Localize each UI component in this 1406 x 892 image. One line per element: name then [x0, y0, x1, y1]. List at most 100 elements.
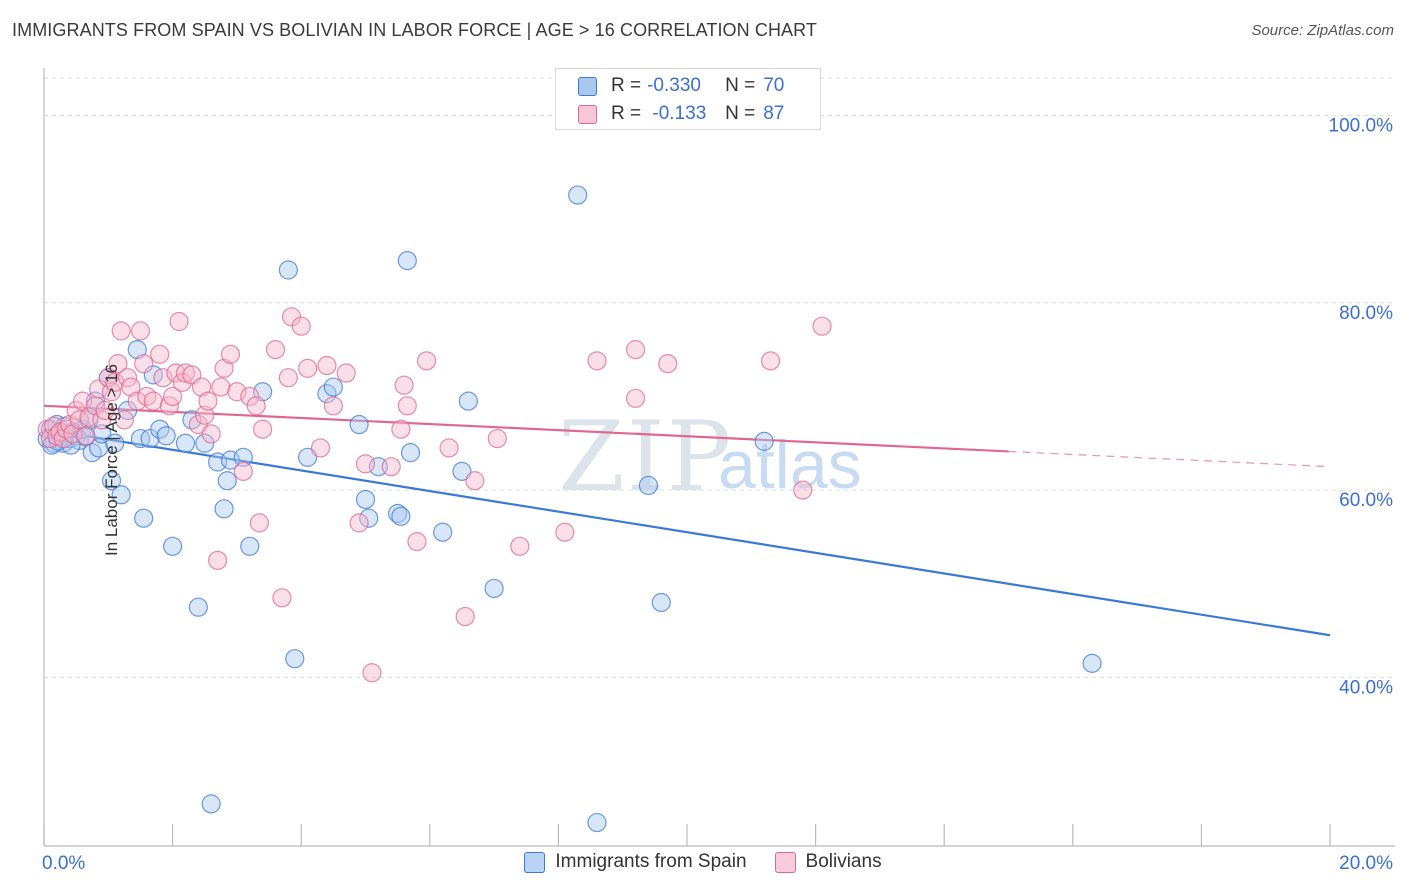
point-spain: [388, 503, 408, 524]
point-bolivians: [198, 391, 218, 411]
point-bolivians: [439, 438, 459, 458]
point-spain: [298, 447, 318, 467]
legend-swatch-pink: [774, 851, 796, 873]
point-spain: [217, 471, 237, 491]
point-bolivians: [211, 377, 231, 397]
point-bolivians: [349, 513, 369, 533]
point-bolivians: [465, 471, 485, 491]
point-bolivians: [362, 663, 382, 683]
point-bolivians: [76, 426, 96, 446]
point-bolivians: [201, 424, 221, 444]
tick-labels: 40.0% 60.0% 80.0% 100.0% 0.0% 20.0%: [42, 115, 1393, 874]
point-spain: [397, 251, 417, 271]
point-bolivians: [253, 419, 273, 439]
point-bolivians: [278, 368, 298, 388]
point-spain: [359, 508, 379, 528]
point-spain: [484, 578, 504, 599]
y-tick-label: 60.0%: [1339, 490, 1393, 511]
point-spain: [163, 536, 183, 556]
point-spain: [101, 471, 122, 491]
point-spain: [134, 508, 154, 528]
point-bolivians: [407, 532, 427, 552]
point-bolivians: [169, 311, 189, 332]
point-bolivians: [150, 344, 170, 364]
point-bolivians: [310, 438, 331, 458]
point-bolivians: [233, 461, 253, 481]
point-bolivians: [336, 363, 356, 383]
point-bolivians: [760, 351, 781, 371]
point-spain: [638, 475, 659, 496]
point-spain: [754, 431, 774, 451]
point-spain: [651, 592, 671, 613]
r-value: -0.133: [647, 103, 707, 124]
point-spain: [214, 499, 234, 519]
r-value: -0.330: [647, 75, 701, 96]
point-bolivians: [127, 391, 147, 411]
n-value: 70: [763, 75, 785, 96]
x-tick-label: 0.0%: [42, 853, 85, 874]
y-tick-label: 80.0%: [1339, 303, 1393, 324]
point-bolivians: [220, 344, 241, 364]
legend-label: Immigrants from Spain: [555, 851, 747, 872]
n-value: 87: [763, 103, 785, 124]
point-bolivians: [121, 377, 141, 397]
legend-row-spain: R = -0.330 N = 70: [578, 72, 784, 100]
point-bolivians: [188, 414, 208, 435]
point-bolivians: [298, 358, 318, 378]
point-spain: [240, 536, 260, 556]
gridlines: [44, 77, 1395, 678]
trend-line-bolivians: [43, 404, 1009, 453]
point-spain: [587, 812, 607, 833]
point-bolivians: [143, 391, 163, 411]
point-bolivians: [227, 382, 247, 402]
point-spain: [285, 649, 305, 669]
point-spain: [278, 260, 298, 280]
point-spain: [201, 794, 221, 814]
point-bolivians: [208, 550, 228, 570]
legend-label: Bolivians: [805, 851, 882, 872]
point-spain: [349, 414, 369, 435]
point-bolivians: [416, 351, 437, 371]
point-bolivians: [323, 396, 343, 416]
point-bolivians: [130, 321, 151, 341]
point-bolivians: [381, 457, 401, 477]
r-label: R =: [611, 75, 642, 96]
point-spain: [355, 489, 376, 510]
point-bolivians: [111, 321, 131, 341]
point-spain: [92, 424, 112, 444]
point-spain: [433, 522, 453, 542]
point-bolivians: [397, 396, 417, 416]
point-bolivians: [355, 454, 376, 474]
legend-swatch-blue: [578, 76, 597, 96]
point-bolivians: [108, 354, 128, 374]
source-label: Source: ZipAtlas.com: [1251, 22, 1394, 39]
point-bolivians: [555, 522, 575, 542]
point-spain: [458, 391, 478, 411]
point-bolivians: [625, 388, 646, 408]
watermark-zip: ZIP: [558, 401, 733, 513]
data-points: [37, 185, 1102, 833]
n-label: N =: [725, 103, 756, 124]
trend-lines: [43, 404, 1331, 637]
point-spain: [195, 433, 215, 453]
axes: [43, 68, 1395, 847]
r-label: R =: [611, 103, 642, 124]
point-bolivians: [249, 513, 270, 533]
point-bolivians: [455, 606, 475, 627]
point-bolivians: [487, 428, 507, 449]
legend-item-bolivians: Bolivians: [774, 851, 882, 873]
point-spain: [233, 447, 253, 467]
point-bolivians: [625, 340, 646, 360]
point-bolivians: [114, 410, 134, 430]
point-bolivians: [214, 358, 234, 378]
point-bolivians: [195, 405, 215, 425]
point-bolivians: [793, 480, 813, 500]
y-tick-label: 40.0%: [1339, 677, 1393, 698]
point-bolivians: [265, 340, 286, 360]
point-bolivians: [191, 377, 212, 397]
legend-item-spain: Immigrants from Spain: [524, 851, 747, 873]
point-spain: [400, 443, 421, 463]
point-spain: [105, 433, 125, 453]
x-tick-label: 20.0%: [1339, 853, 1393, 874]
point-bolivians: [394, 375, 414, 395]
